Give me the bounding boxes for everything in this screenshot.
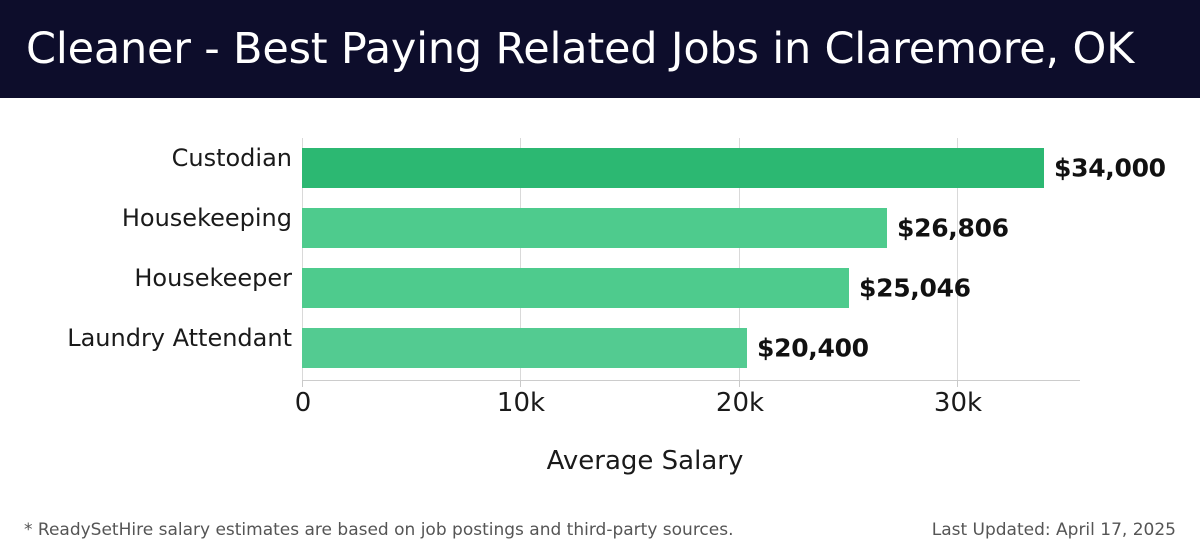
x-tick-0 (302, 380, 303, 387)
x-tick-30k (957, 380, 958, 387)
page-header: Cleaner - Best Paying Related Jobs in Cl… (0, 0, 1200, 98)
plot-area: $34,000 $26,806 $25,046 $20,400 (302, 138, 1166, 387)
x-tick-label-20k: 20k (715, 388, 765, 418)
x-tick-label-10k: 10k (496, 388, 546, 418)
y-axis-label-2: Housekeeper (134, 264, 292, 292)
bar-value-housekeeper: $25,046 (859, 273, 971, 303)
gridline-10k (520, 138, 521, 380)
footer-disclaimer: * ReadySetHire salary estimates are base… (24, 520, 734, 540)
x-axis-title: Average Salary (0, 446, 1200, 476)
y-axis-label-3: Laundry Attendant (67, 324, 292, 352)
chart-container: Custodian Housekeeping Housekeeper Laund… (0, 98, 1200, 498)
bar-housekeeping[interactable] (302, 208, 887, 248)
bar-value-custodian: $34,000 (1054, 153, 1166, 183)
x-axis-line (302, 380, 1080, 381)
y-axis-label-0: Custodian (171, 144, 292, 172)
y-axis-labels: Custodian Housekeeping Housekeeper Laund… (0, 98, 292, 498)
gridline-30k (957, 138, 958, 380)
y-axis-label-1: Housekeeping (121, 204, 292, 232)
page-footer: * ReadySetHire salary estimates are base… (0, 510, 1200, 558)
page-title: Cleaner - Best Paying Related Jobs in Cl… (26, 23, 1135, 74)
bar-custodian[interactable] (302, 148, 1044, 188)
x-tick-label-30k: 30k (933, 388, 983, 418)
x-tick-label-0: 0 (294, 388, 312, 418)
x-axis-title-text: Average Salary (546, 446, 744, 476)
x-tick-20k (739, 380, 740, 387)
gridline-20k (739, 138, 740, 380)
gridline-0 (302, 138, 303, 380)
bar-value-housekeeping: $26,806 (897, 213, 1009, 243)
bar-laundry-attendant[interactable] (302, 328, 747, 368)
bar-housekeeper[interactable] (302, 268, 849, 308)
bar-value-laundry-attendant: $20,400 (757, 333, 869, 363)
footer-last-updated: Last Updated: April 17, 2025 (931, 520, 1176, 540)
x-tick-10k (520, 380, 521, 387)
